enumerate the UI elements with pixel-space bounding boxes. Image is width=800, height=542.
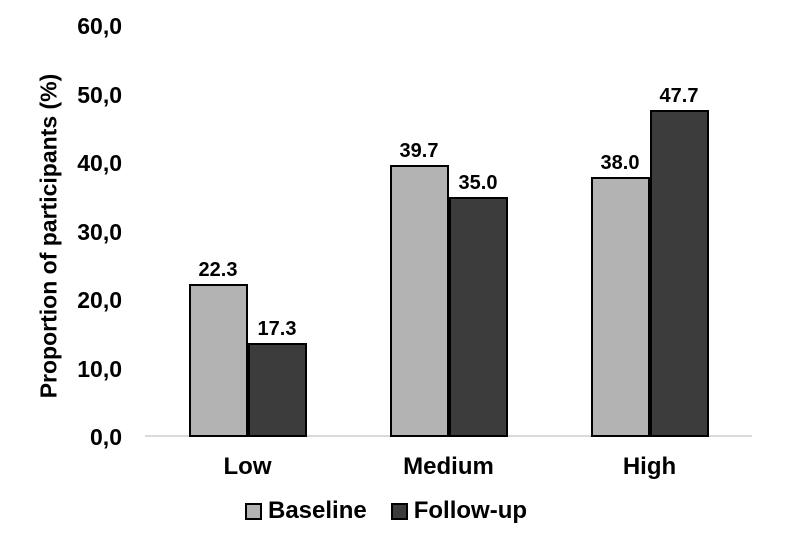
bar-value-label: 22.3 [198,259,238,282]
bar-baseline-medium: 39.7 [389,141,449,437]
y-axis-tick-label: 50,0 [77,81,122,108]
legend-swatch-baseline [245,502,262,520]
bar-baseline-low: 22.3 [188,260,248,437]
bar-follow-up-medium: 35.0 [448,173,508,437]
bar-value-label: 35.0 [458,172,498,195]
y-axis-tick-label: 60,0 [77,13,122,39]
legend: Baseline Follow-up [245,497,527,525]
bar-value-label: 39.7 [399,140,439,163]
x-axis-label-medium: Medium [403,453,494,480]
y-axis-tick-label: 20,0 [77,287,122,313]
y-axis-tick-label: 40,0 [77,150,122,176]
legend-label: Baseline [268,497,367,524]
plot-area: 22.3 17.3 39.7 35.0 38.0 47.7 [145,0,752,437]
legend-item-follow-up: Follow-up [390,497,528,525]
bar-baseline-high: 38.0 [590,153,650,437]
x-axis-category-labels: Low Medium High [147,453,750,485]
bar-value-label: 47.7 [659,85,699,108]
legend-label: Follow-up [413,497,528,524]
bar-value-label: 38.0 [600,151,640,174]
bar-value-label: 17.3 [257,318,297,341]
legend-item-baseline: Baseline [245,497,367,525]
bar-follow-up-low: 17.3 [247,319,307,437]
legend-swatch-follow-up [390,502,408,520]
x-axis-label-high: High [622,453,677,480]
x-axis-label-low: Low [223,453,272,480]
y-axis-tick-label: 30,0 [77,218,122,245]
y-axis-tick-label: 0,0 [90,424,122,450]
y-axis-tick-label: 10,0 [77,355,122,382]
bar-follow-up-high: 47.7 [649,86,709,437]
